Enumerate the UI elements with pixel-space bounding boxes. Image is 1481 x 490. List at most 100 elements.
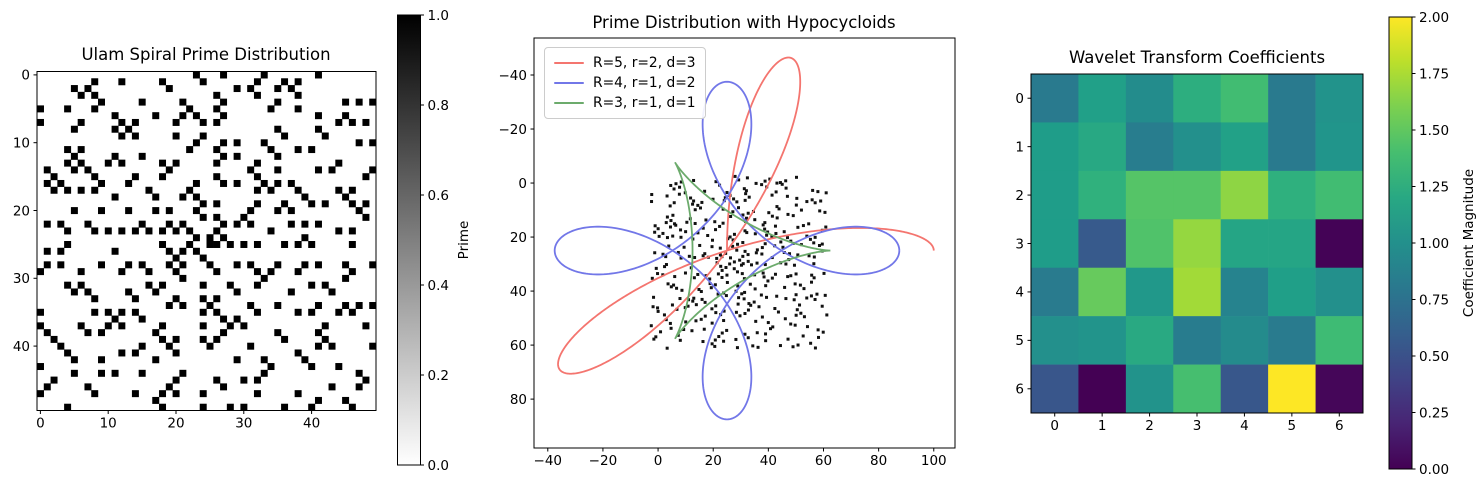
prime-dot	[761, 223, 765, 227]
prime-dot	[692, 178, 696, 182]
ulam-prime-cell	[64, 146, 72, 154]
prime-dot	[768, 177, 772, 181]
prime-dot	[773, 224, 777, 228]
legend-label-red: R=5, r=2, d=3	[593, 55, 696, 71]
ulam-prime-cell	[314, 112, 322, 120]
prime-dot	[781, 245, 785, 249]
tick-label: 60	[815, 453, 832, 469]
prime-dot	[672, 187, 676, 191]
prime-dot	[775, 205, 779, 209]
ulam-prime-cell	[199, 335, 207, 343]
prime-dot	[811, 188, 815, 192]
ulam-prime-cell	[199, 281, 207, 289]
tick-label: 20	[705, 453, 722, 469]
ulam-prime-cell	[199, 390, 207, 398]
ulam-prime-cell	[213, 335, 221, 343]
ulam-prime-cell	[247, 166, 255, 174]
ulam-prime-cell	[287, 220, 295, 228]
prime-dot	[744, 189, 748, 193]
prime-dot	[698, 243, 702, 247]
prime-dot	[665, 215, 669, 219]
prime-dot	[764, 284, 768, 288]
prime-dot	[761, 271, 765, 275]
ulam-prime-cell	[220, 234, 228, 242]
prime-dot	[671, 213, 675, 217]
prime-dot	[738, 258, 742, 262]
prime-dot	[714, 311, 718, 315]
ulam-prime-cell	[64, 186, 72, 194]
prime-dot	[794, 272, 798, 276]
prime-dot	[757, 305, 761, 309]
ulam-prime-cell	[152, 329, 160, 337]
prime-dot	[743, 332, 747, 336]
ulam-prime-cell	[220, 112, 228, 120]
ulam-prime-cell	[301, 261, 309, 269]
prime-dot	[714, 304, 718, 308]
ulam-prime-cell	[267, 146, 275, 154]
heatmap-cell	[1315, 219, 1364, 269]
ulam-prime-cell	[91, 78, 99, 86]
ulam-prime-cell	[57, 247, 65, 255]
ulam-prime-cell	[335, 227, 343, 235]
ulam-prime-cell	[37, 105, 44, 113]
prime-dot	[825, 313, 829, 317]
ulam-prime-cell	[165, 207, 173, 215]
ulam-prime-cell	[77, 91, 85, 99]
ulam-prime-cell	[206, 342, 214, 350]
prime-dot	[711, 197, 715, 201]
heatmap-cell	[1031, 170, 1079, 220]
ulam-prime-cell	[294, 268, 302, 276]
ulam-prime-cell	[179, 193, 187, 201]
prime-dot	[692, 296, 696, 300]
prime-dot	[708, 277, 712, 281]
prime-dot	[813, 235, 817, 239]
ulam-prime-cell	[57, 261, 65, 269]
ulam-prime-cell	[199, 78, 207, 86]
tick-label: 0.75	[1419, 292, 1449, 308]
prime-dot	[731, 244, 735, 248]
ulam-prime-cell	[287, 179, 295, 187]
ulam-prime-cell	[335, 363, 343, 371]
prime-dot	[679, 228, 683, 232]
ulam-prime-cell	[294, 78, 302, 86]
ulam-prime-cell	[240, 322, 248, 330]
ulam-prime-cell	[233, 139, 241, 147]
prime-dot	[674, 182, 678, 186]
ulam-prime-cell	[159, 322, 167, 330]
prime-dot	[775, 181, 779, 185]
heatmap-cell	[1173, 122, 1222, 172]
prime-dot	[753, 287, 757, 291]
ulam-prime-cell	[159, 159, 167, 167]
ulam-prime-cell	[233, 152, 241, 160]
ulam-prime-cell	[186, 146, 194, 154]
ulam-prime-cell	[348, 227, 356, 235]
ulam-prime-cell	[172, 227, 180, 235]
prime-dot	[775, 294, 779, 298]
ulam-prime-cell	[348, 200, 356, 208]
prime-dot	[725, 328, 729, 332]
ulam-prime-cell	[253, 281, 261, 289]
ulam-prime-cell	[287, 85, 295, 93]
heatmap-cell	[1220, 74, 1269, 123]
tick-label: 0.8	[428, 98, 449, 114]
ulam-prime-cell	[199, 403, 207, 411]
tick-label: 1.75	[1419, 66, 1449, 82]
prime-dot	[725, 273, 729, 277]
prime-dot	[799, 311, 803, 315]
ulam-prime-cell	[253, 78, 261, 86]
hypocycloid-curve-2	[674, 161, 832, 340]
ulam-prime-cell	[111, 247, 119, 255]
prime-dot	[649, 324, 653, 328]
ulam-prime-cell	[70, 288, 78, 296]
prime-dot	[819, 199, 823, 203]
ulam-prime-cell	[172, 349, 180, 357]
prime-dot	[778, 181, 782, 185]
ulam-prime-cell	[104, 227, 112, 235]
prime-dot	[657, 234, 661, 238]
ulam-prime-cell	[226, 322, 234, 330]
prime-dot	[683, 271, 687, 275]
tick-label: 1.0	[428, 8, 449, 24]
ulam-prime-cell	[186, 105, 194, 113]
prime-dot	[675, 286, 679, 290]
ulam-prime-cell	[348, 241, 356, 248]
